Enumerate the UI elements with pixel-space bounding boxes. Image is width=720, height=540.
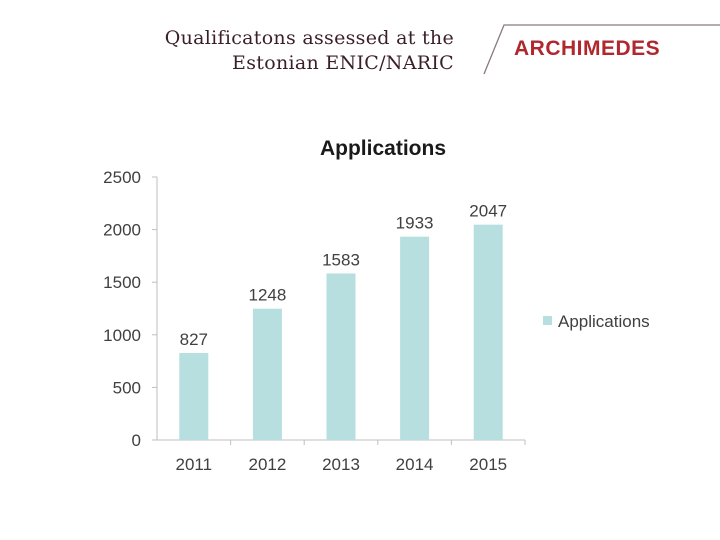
chart-title: Applications [320,137,446,160]
data-label: 827 [180,330,208,349]
data-label: 2047 [469,202,507,221]
legend-swatch [543,316,552,325]
slide-title-line-1: Qualificatons assessed at the [164,27,454,49]
x-tick-label: 2012 [248,455,286,474]
data-label: 1248 [248,286,286,305]
bar [473,224,503,440]
y-tick-label: 2000 [103,221,141,240]
x-tick-label: 2014 [396,455,434,474]
slide-title-line-2: Estonian ENIC/NARIC [232,52,454,74]
y-tick-label: 500 [113,378,141,397]
y-tick-label: 0 [132,431,141,450]
data-label: 1583 [322,250,360,269]
logo-slash-icon [483,24,720,75]
bar [326,273,356,440]
y-tick-label: 2500 [103,168,141,187]
x-tick-label: 2015 [469,455,507,474]
bar [179,352,209,440]
x-tick-label: 2013 [322,455,360,474]
y-tick-label: 1500 [103,273,141,292]
x-tick-label: 2011 [176,455,213,474]
archimedes-logo: ARCHIMEDES [480,22,720,78]
data-label: 1933 [396,214,434,233]
legend-label: Applications [558,312,650,331]
y-tick-label: 1000 [103,326,141,345]
slide-title: Qualificatons assessed at the Estonian E… [60,26,454,76]
bar [252,308,282,440]
bar [400,236,430,440]
logo-text: ARCHIMEDES [514,37,661,60]
